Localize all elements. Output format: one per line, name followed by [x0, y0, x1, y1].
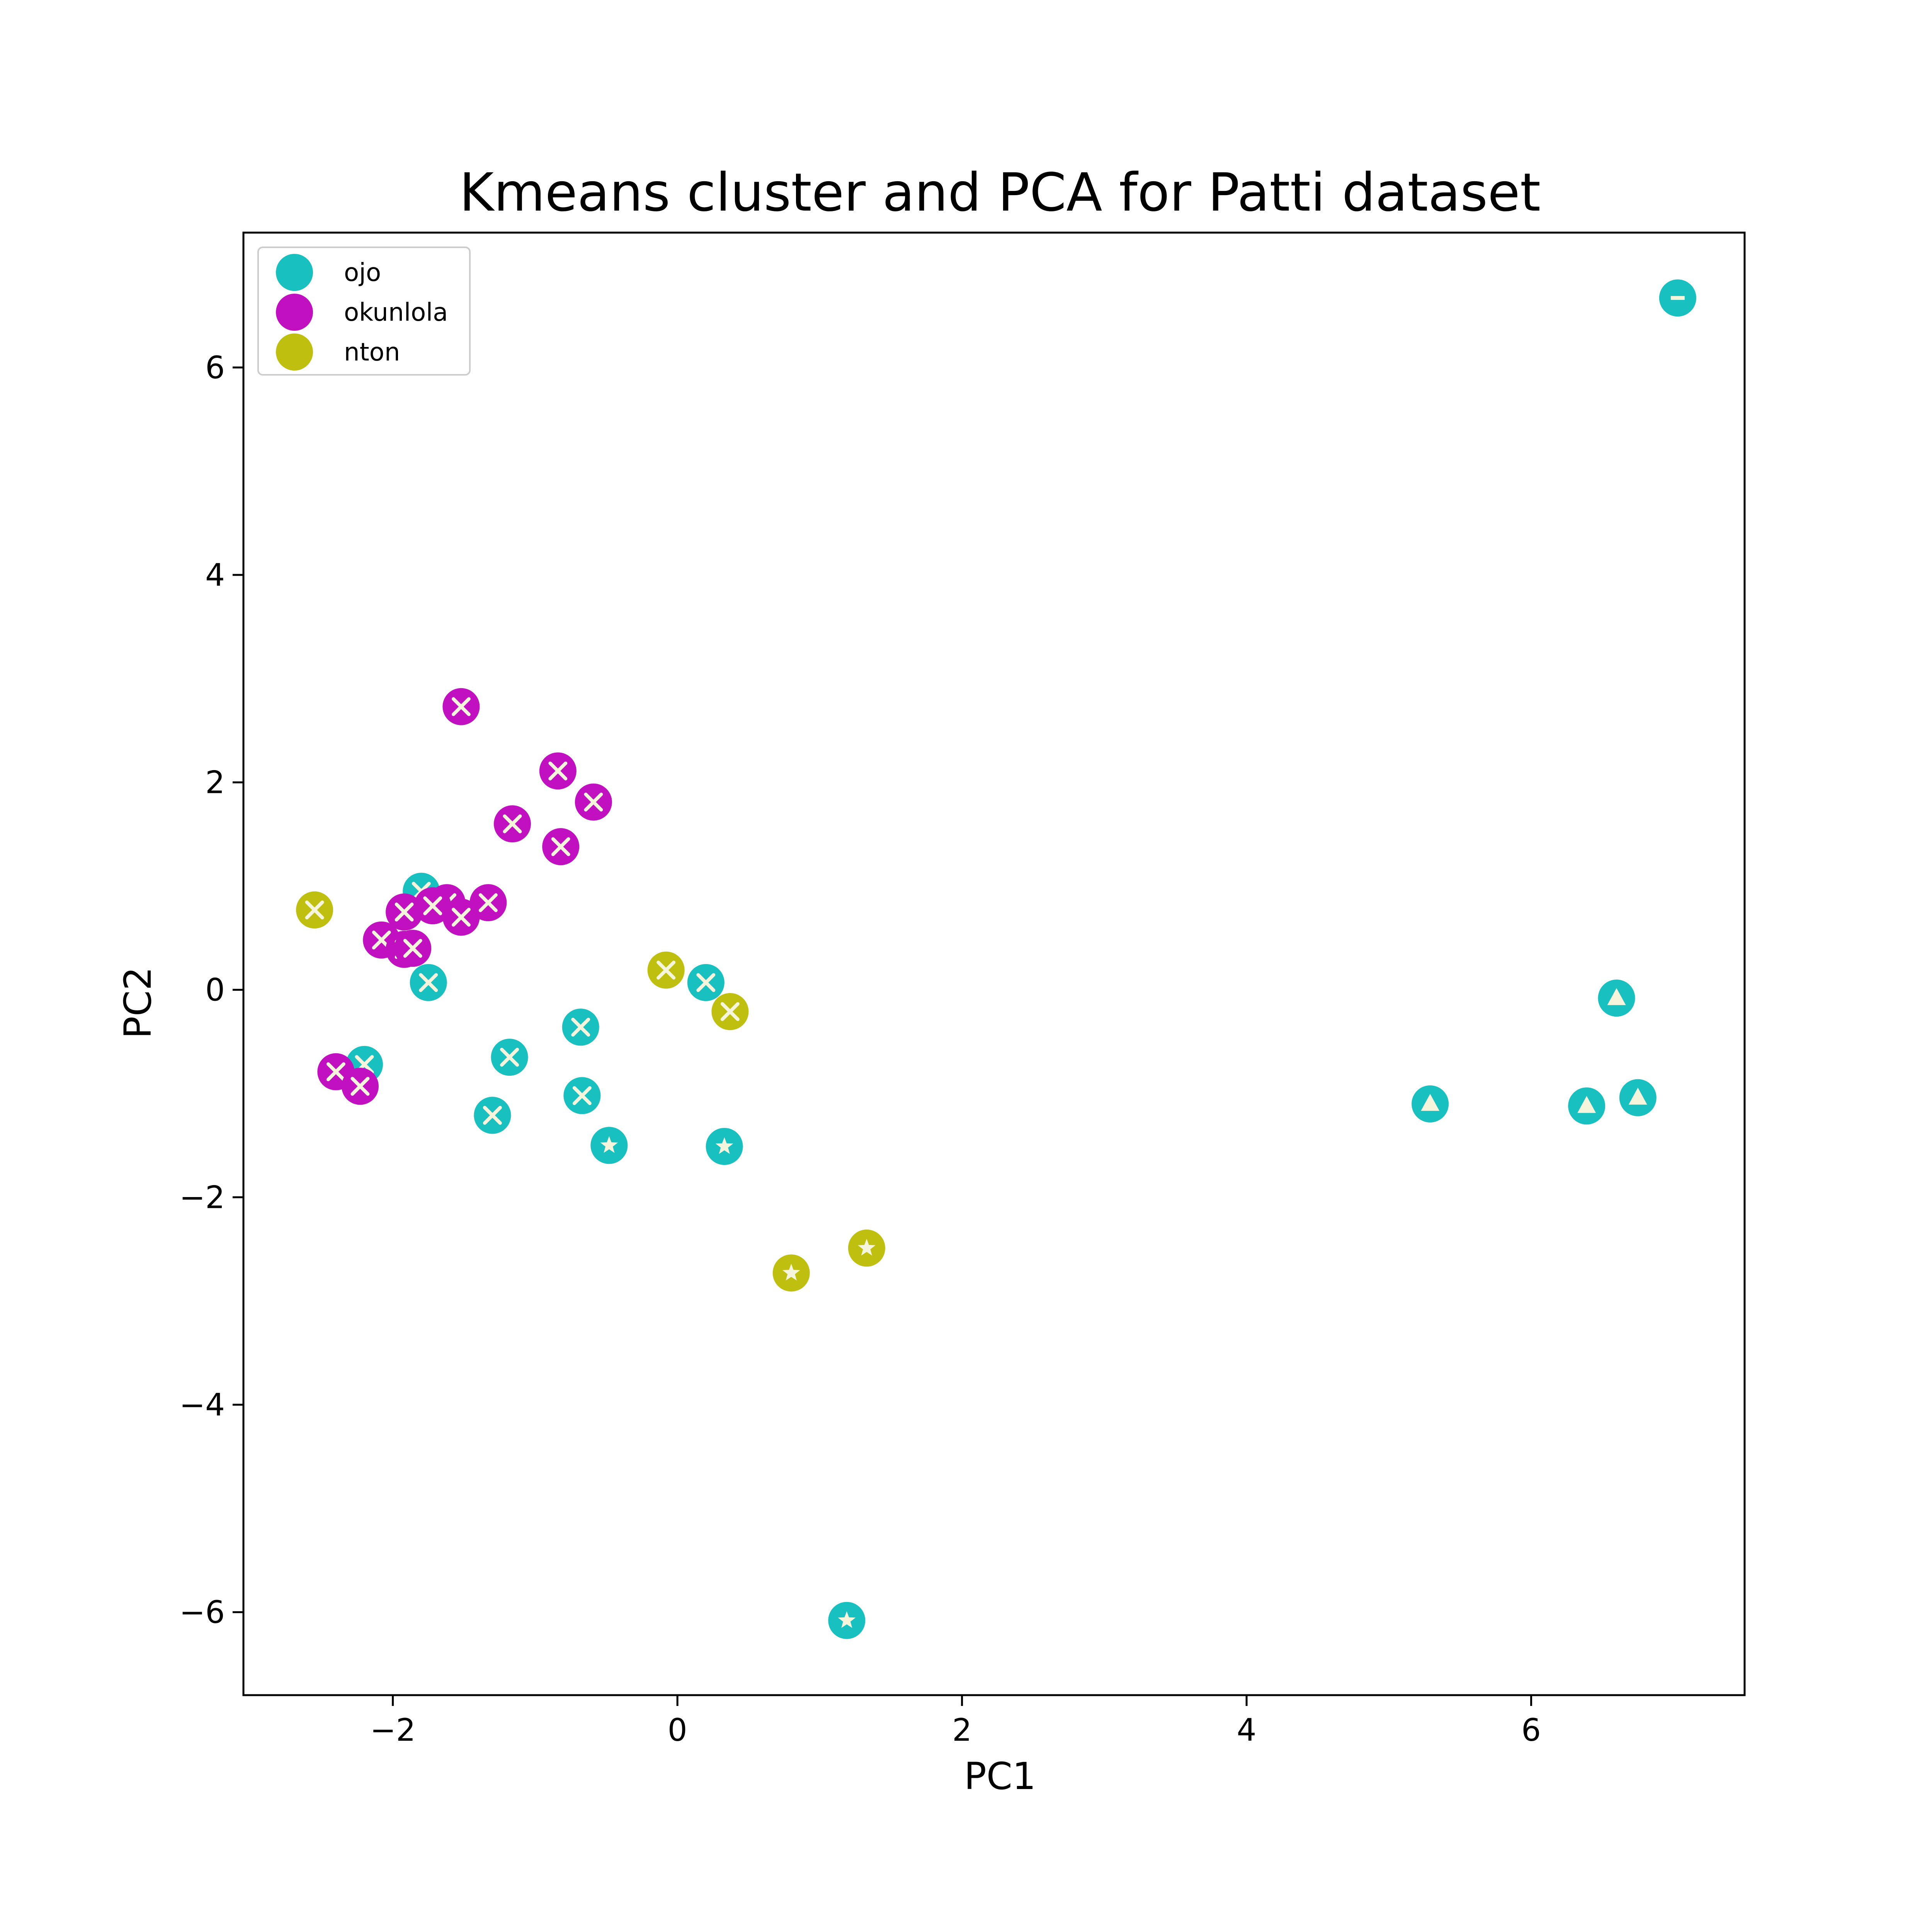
star-marker-icon [838, 1611, 856, 1628]
data-point-ojo [1568, 1087, 1605, 1125]
star-marker-icon [715, 1137, 733, 1154]
data-point-ojo [563, 1077, 601, 1114]
legend-marker [276, 254, 313, 291]
data-point-okunlola [539, 752, 577, 790]
x-axis-label: PC1 [964, 1755, 1036, 1798]
y-tick-label: 6 [205, 350, 225, 386]
data-point-okunlola [493, 805, 531, 843]
data-point-okunlola [442, 688, 480, 725]
x-marker-icon [696, 973, 716, 992]
data-point-nton [772, 1254, 810, 1292]
data-point-nton [647, 951, 685, 989]
data-point-ojo [706, 1128, 743, 1165]
x-tick-label: −2 [370, 1712, 416, 1748]
x-marker-icon [350, 1077, 370, 1096]
x-marker-icon [572, 1086, 592, 1105]
x-marker-icon [551, 837, 570, 856]
x-marker-icon [423, 896, 442, 915]
x-marker-icon [395, 902, 414, 922]
y-tick-label: 2 [205, 765, 225, 801]
x-marker-icon [451, 697, 471, 716]
data-point-ojo [562, 1009, 599, 1046]
x-tick-label: 0 [668, 1712, 687, 1748]
data-point-ojo [1412, 1085, 1449, 1122]
star-marker-icon [600, 1136, 618, 1153]
star-marker-icon [782, 1264, 800, 1281]
data-point-okunlola [386, 893, 423, 931]
data-point-ojo [828, 1602, 866, 1639]
minus-marker-icon [1670, 296, 1685, 300]
y-tick-label: 0 [205, 972, 225, 1008]
x-marker-icon [326, 1062, 345, 1082]
data-point-ojo [410, 964, 447, 1001]
plot-frame [242, 231, 1746, 1696]
x-marker-icon [720, 1002, 740, 1021]
legend-label: okunlola [344, 298, 448, 327]
data-point-okunlola [542, 828, 580, 866]
x-marker-icon [503, 814, 522, 833]
data-point-ojo [491, 1039, 528, 1076]
star-marker-icon [858, 1239, 876, 1256]
triangle-marker-icon [1577, 1096, 1596, 1113]
y-tick-label: −4 [179, 1387, 225, 1423]
x-marker-icon [403, 939, 422, 958]
x-marker-icon [571, 1017, 590, 1037]
data-point-ojo [1619, 1079, 1656, 1116]
y-tick-label: 4 [205, 557, 225, 593]
axis-ticks: −2 0 2 4 6 −6 −4 −2 0 2 4 6 [179, 350, 1541, 1748]
triangle-marker-icon [1607, 988, 1626, 1005]
data-point-okunlola [442, 898, 480, 936]
data-point-nton [296, 891, 333, 929]
x-marker-icon [656, 961, 676, 980]
data-point-ojo [687, 964, 724, 1001]
data-point-okunlola [341, 1068, 379, 1105]
data-point-ojo [474, 1097, 511, 1134]
legend-label: nton [344, 338, 400, 367]
data-point-okunlola [575, 783, 612, 821]
x-marker-icon [483, 1105, 502, 1125]
legend-marker [276, 294, 313, 331]
x-marker-icon [548, 761, 568, 781]
x-marker-icon [500, 1048, 519, 1067]
data-point-nton [848, 1230, 885, 1267]
legend-marker [276, 333, 313, 371]
data-point-okunlola [414, 887, 451, 925]
x-tick-label: 4 [1237, 1712, 1257, 1748]
x-marker-icon [305, 900, 324, 920]
x-tick-label: 2 [952, 1712, 972, 1748]
y-tick-label: −2 [179, 1179, 225, 1215]
data-point-ojo [590, 1127, 628, 1164]
y-axis-label: PC2 [116, 967, 160, 1039]
y-tick-label: −6 [179, 1594, 225, 1630]
data-point-ojo [1598, 980, 1635, 1017]
legend-label: ojo [344, 259, 381, 287]
x-marker-icon [584, 793, 603, 812]
data-point-ojo [1659, 279, 1696, 317]
data-points [296, 279, 1696, 1639]
data-point-okunlola [394, 930, 432, 967]
x-marker-icon [478, 893, 498, 912]
legend: ojo okunlola nton [257, 247, 471, 376]
triangle-marker-icon [1628, 1087, 1647, 1105]
chart-title: Kmeans cluster and PCA for Patti dataset [459, 162, 1541, 223]
data-point-nton [711, 993, 749, 1030]
x-tick-label: 6 [1521, 1712, 1541, 1748]
x-marker-icon [419, 973, 438, 992]
x-marker-icon [451, 908, 471, 927]
triangle-marker-icon [1421, 1094, 1440, 1111]
